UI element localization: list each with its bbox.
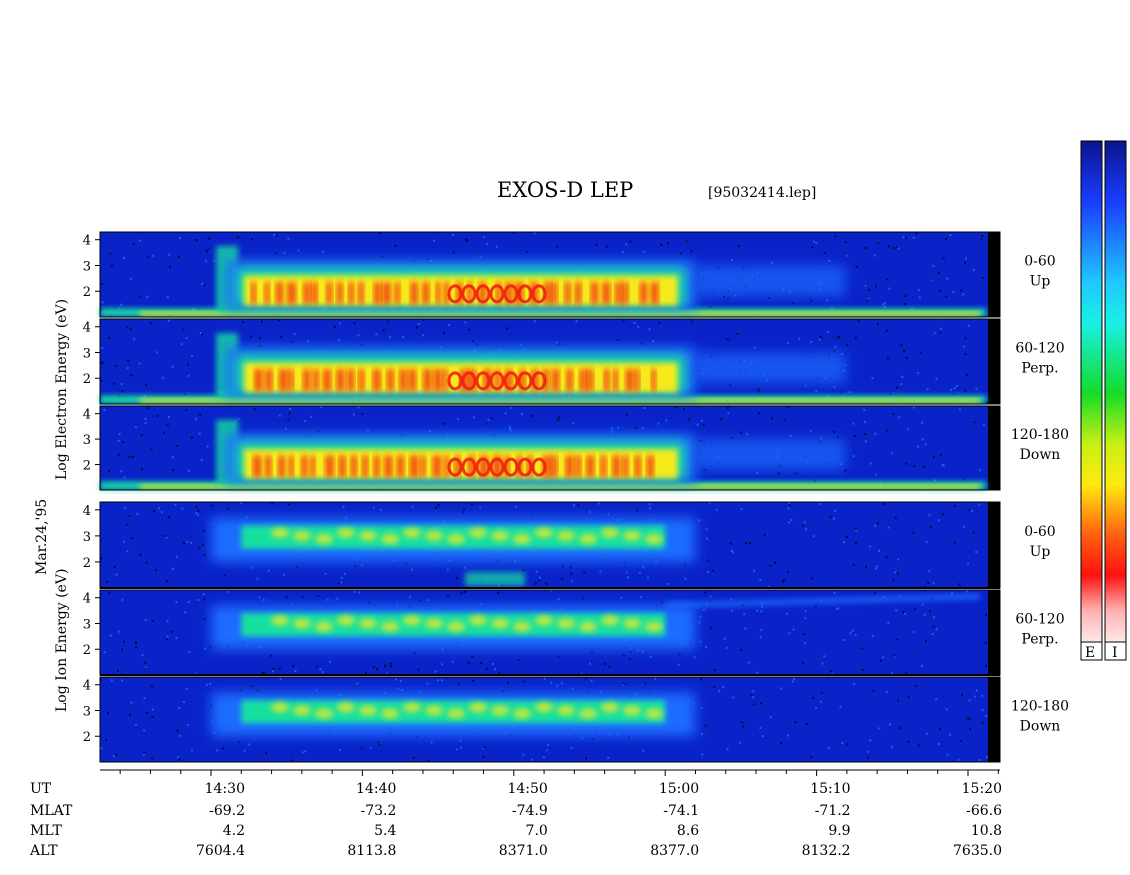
direction-label: Up xyxy=(1030,274,1051,290)
ephemeris-row-label: MLT xyxy=(30,823,62,839)
date-label: Mar.24,'95 xyxy=(34,499,50,575)
ephemeris-mlt-value: 4.2 xyxy=(223,823,245,839)
ephemeris-mlat-value: -66.6 xyxy=(966,803,1002,819)
panel-2-electron-perp xyxy=(99,318,1001,405)
panel-group xyxy=(99,231,1001,763)
ephemeris-alt-value: 8132.2 xyxy=(802,843,851,859)
ephemeris-mlat-value: -69.2 xyxy=(209,803,245,819)
ephemeris-row-label: ALT xyxy=(29,843,58,859)
panel-1-electron-up xyxy=(99,231,1001,318)
ephemeris-mlt-value: 5.4 xyxy=(374,823,396,839)
time-tick-label: 14:30 xyxy=(205,781,245,797)
y-tick-label: 4 xyxy=(83,592,91,607)
y-tick-label: 2 xyxy=(83,285,91,300)
y-tick-label: 4 xyxy=(83,504,91,519)
y-tick-label: 4 xyxy=(83,679,91,694)
direction-label: Perp. xyxy=(1021,361,1058,377)
ephemeris-mlt-value: 10.8 xyxy=(971,823,1002,839)
time-tick-label: 15:00 xyxy=(659,781,699,797)
y-tick-label: 4 xyxy=(83,321,91,336)
time-tick-label: 15:20 xyxy=(962,781,1002,797)
ion-ylabel: Log Ion Energy (eV) xyxy=(54,569,70,712)
ephemeris-mlt-value: 8.6 xyxy=(677,823,699,839)
file-label: [95032414.lep] xyxy=(708,185,817,201)
y-tick-label: 3 xyxy=(83,530,91,545)
colorbar-label-electron: E xyxy=(1085,645,1095,661)
ephemeris-mlat-value: -71.2 xyxy=(815,803,851,819)
chart-title: EXOS-D LEP xyxy=(497,178,634,202)
pitch-angle-label: 60-120 xyxy=(1015,612,1064,628)
direction-label: Down xyxy=(1020,719,1061,735)
y-tick-label: 3 xyxy=(83,259,91,274)
ephemeris-row-label: MLAT xyxy=(30,803,73,819)
pitch-angle-label: 0-60 xyxy=(1024,254,1055,270)
time-tick-label: 15:10 xyxy=(810,781,850,797)
panel-6-ion-down xyxy=(99,676,1001,763)
ephemeris-alt-value: 8113.8 xyxy=(347,843,396,859)
ephemeris-alt-value: 7635.0 xyxy=(953,843,1002,859)
pitch-angle-label: 60-120 xyxy=(1015,341,1064,357)
direction-label: Perp. xyxy=(1021,632,1058,648)
direction-label: Down xyxy=(1020,447,1061,463)
pitch-angle-label: 0-60 xyxy=(1024,524,1055,540)
y-tick-label: 3 xyxy=(83,433,91,448)
ephemeris-alt-value: 7604.4 xyxy=(196,843,245,859)
y-tick-label: 2 xyxy=(83,643,91,658)
ephemeris-mlat-value: -74.9 xyxy=(512,803,548,819)
y-tick-label: 3 xyxy=(83,346,91,361)
y-tick-label: 2 xyxy=(83,730,91,745)
ephemeris-row-label: UT xyxy=(30,781,52,797)
axes-group: 4 3 2 0-60 Up 4 3 2 60-120 Perp. 4 3 2 120-180 Down 4 3 2… xyxy=(29,234,1069,859)
panel-4-ion-up xyxy=(99,501,1001,589)
ephemeris-alt-value: 8371.0 xyxy=(499,843,548,859)
y-tick-label: 2 xyxy=(83,556,91,571)
ephemeris-alt-value: 8377.0 xyxy=(650,843,699,859)
colorbar-electron: E xyxy=(1080,140,1103,661)
time-tick-label: 14:50 xyxy=(507,781,547,797)
colorbar-label-ion: I xyxy=(1112,645,1118,661)
y-tick-label: 3 xyxy=(83,617,91,632)
electron-ylabel: Log Electron Energy (eV) xyxy=(54,299,70,480)
direction-label: Up xyxy=(1030,544,1051,560)
pitch-angle-label: 120-180 xyxy=(1011,699,1069,715)
panel-5-ion-perp xyxy=(99,589,1001,676)
y-tick-label: 4 xyxy=(83,234,91,249)
y-tick-label: 4 xyxy=(83,408,91,423)
colorbar-ion: I xyxy=(1104,140,1127,661)
panel-3-electron-down xyxy=(99,405,1001,491)
ephemeris-mlat-value: -73.2 xyxy=(360,803,396,819)
time-tick-label: 14:40 xyxy=(356,781,396,797)
ephemeris-mlt-value: 9.9 xyxy=(828,823,850,839)
ephemeris-mlat-value: -74.1 xyxy=(663,803,699,819)
y-tick-label: 3 xyxy=(83,704,91,719)
ephemeris-mlt-value: 7.0 xyxy=(526,823,548,839)
pitch-angle-label: 120-180 xyxy=(1011,427,1069,443)
y-tick-label: 2 xyxy=(83,372,91,387)
y-tick-label: 2 xyxy=(83,459,91,474)
